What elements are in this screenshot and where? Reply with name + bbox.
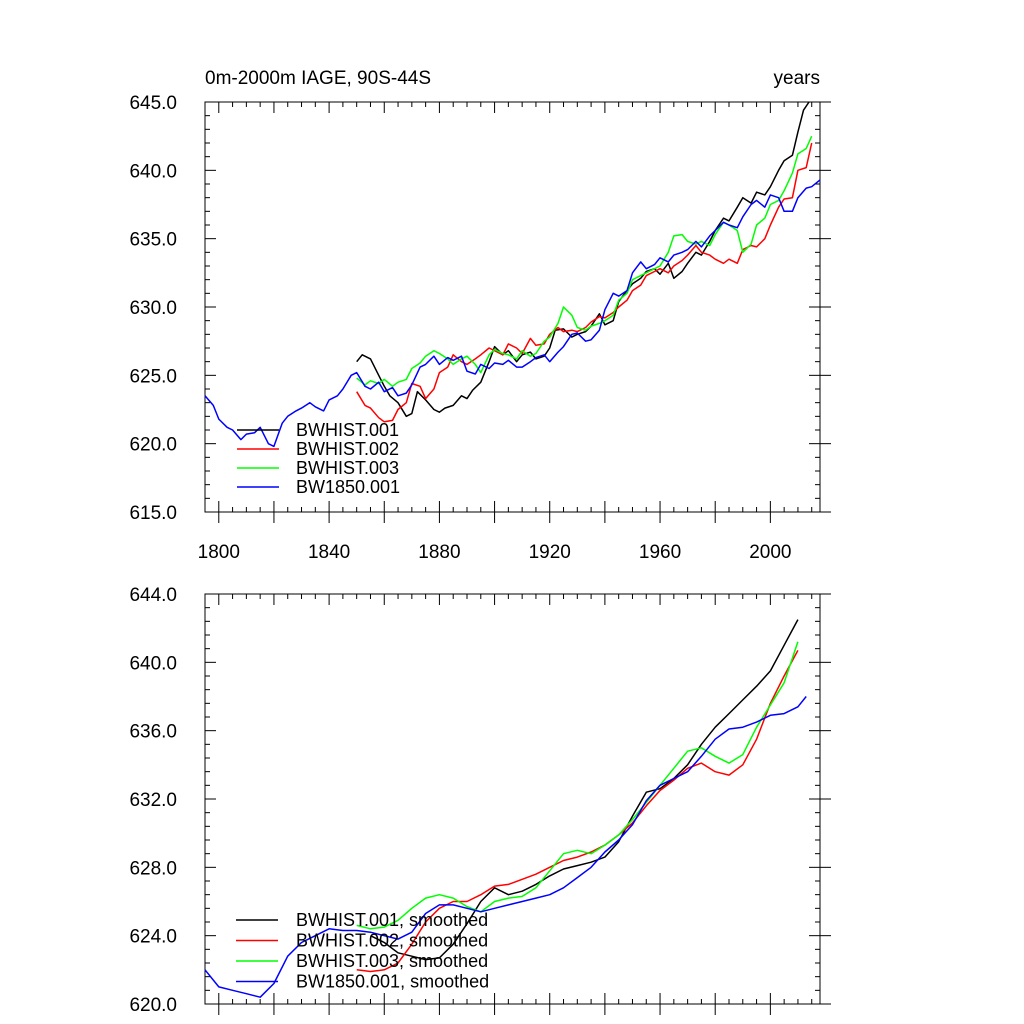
x-tick-label: 2000 (749, 542, 791, 563)
series-line-bwhist-002 (356, 142, 813, 423)
y-tick-label: 632.0 (129, 790, 177, 811)
y-tick-label: 628.0 (129, 858, 177, 879)
series-line-bw1850-001 (204, 179, 821, 448)
series-line-bwhist-002-smoothed (356, 650, 799, 973)
series-line-bwhist-001-smoothed (370, 619, 799, 961)
legend-label: BWHIST.001 (296, 420, 399, 440)
top-panel: 0m-2000m IAGE, 90S-44S years 1800 1840 1880 1… (129, 68, 831, 563)
y-tick-label: 636.0 (129, 722, 177, 743)
y-tick-label: 625.0 (129, 366, 177, 387)
legend-label: BWHIST.003, smoothed (296, 951, 488, 971)
series-line-bwhist-003 (356, 135, 813, 388)
y-tick-label: 640.0 (129, 653, 177, 674)
legend-label: BWHIST.002, smoothed (296, 931, 488, 951)
y-tick-label: 644.0 (129, 585, 177, 606)
y-tick-label: 620.0 (129, 435, 177, 456)
y-tick-label: 620.0 (129, 995, 177, 1016)
x-tick-label: 1840 (308, 542, 350, 563)
x-tick-label: 1800 (198, 542, 240, 563)
units-label: years (774, 68, 820, 89)
x-tick-label: 1880 (418, 542, 460, 563)
y-tick-label: 635.0 (129, 230, 177, 251)
series-line-bw1850-001-smoothed (204, 696, 807, 998)
series-line-bwhist-003-smoothed (356, 641, 799, 930)
legend-label: BWHIST.003 (296, 458, 399, 478)
chart-title: 0m-2000m IAGE, 90S-44S (205, 68, 431, 89)
y-tick-label: 640.0 (129, 161, 177, 182)
y-tick-label: 630.0 (129, 298, 177, 319)
legend-label: BWHIST.002 (296, 439, 399, 459)
x-tick-label: 1920 (529, 542, 571, 563)
y-tick-label: 645.0 (129, 93, 177, 114)
series-line-bwhist-001 (356, 101, 810, 418)
legend-label: BW1850.001 (296, 477, 400, 497)
legend-label: BWHIST.001, smoothed (296, 910, 488, 930)
legend-label: BW1850.001, smoothed (296, 972, 489, 992)
y-tick-label: 624.0 (129, 927, 177, 948)
y-tick-label: 615.0 (129, 503, 177, 524)
x-tick-label: 1960 (639, 542, 681, 563)
bottom-panel: 620.0 624.0 628.0 632.0 636.0 640.0 644.0 BWHIS… (129, 585, 831, 1016)
